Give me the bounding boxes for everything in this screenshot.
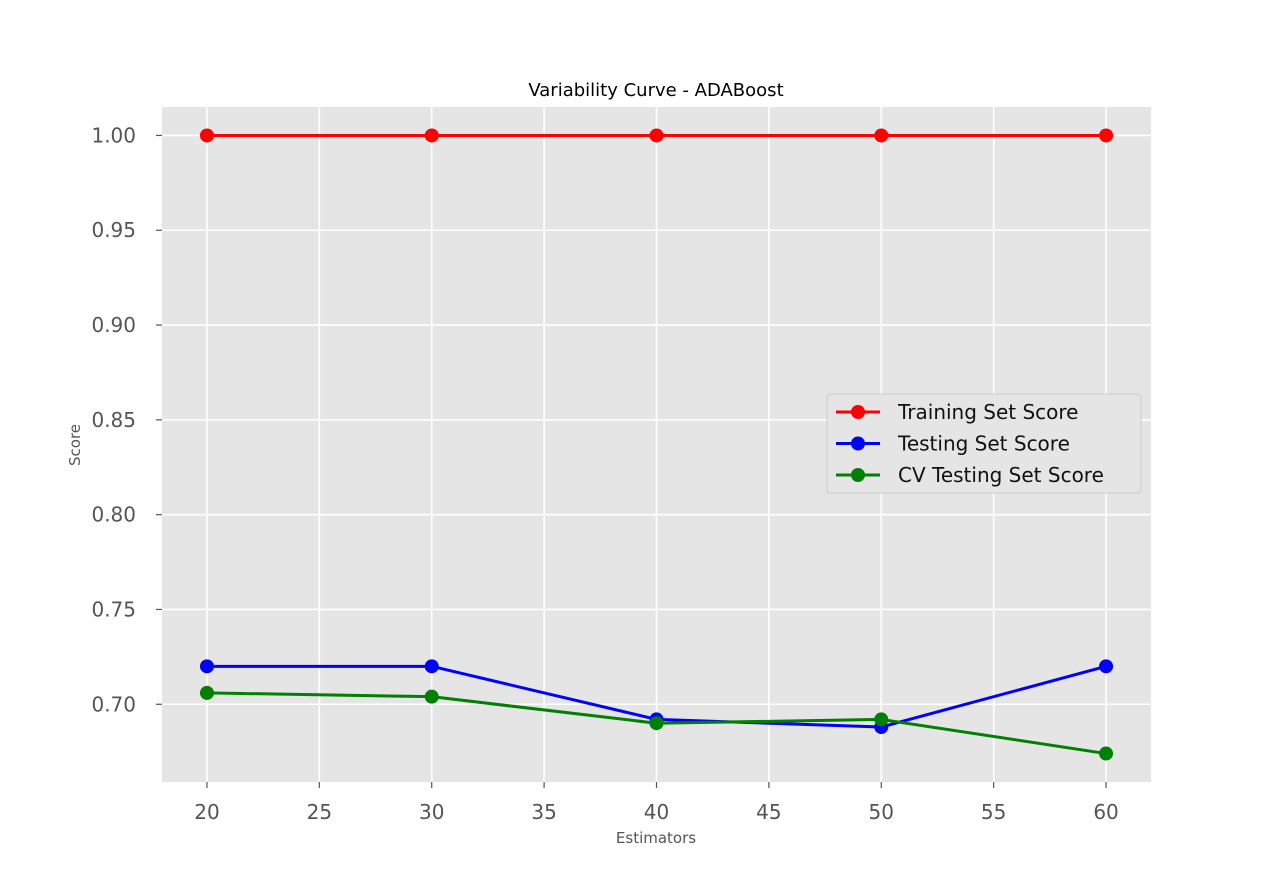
x-axis-label: Estimators xyxy=(616,829,696,847)
y-tick-label: 0.85 xyxy=(91,408,136,432)
legend-label: Training Set Score xyxy=(897,400,1079,424)
y-tick-label: 0.90 xyxy=(91,313,136,337)
data-point xyxy=(1099,746,1114,761)
y-axis-ticks: 0.70 0.75 0.80 0.85 0.90 0.95 1.00 xyxy=(91,123,162,716)
data-point xyxy=(1099,659,1114,674)
y-tick-label: 0.95 xyxy=(91,218,136,242)
chart-title: Variability Curve - ADABoost xyxy=(528,80,783,101)
x-tick-label: 25 xyxy=(307,800,332,824)
x-tick-label: 20 xyxy=(194,800,219,824)
series-1 xyxy=(199,128,1114,143)
x-tick-label: 40 xyxy=(644,800,669,824)
y-tick-label: 0.75 xyxy=(91,597,136,621)
data-point xyxy=(199,128,214,143)
series-3 xyxy=(199,685,1114,761)
x-tick-label: 50 xyxy=(869,800,894,824)
data-point xyxy=(874,712,889,727)
data-point xyxy=(199,685,214,700)
data-point xyxy=(649,716,664,731)
legend-item: CV Testing Set Score xyxy=(836,463,1104,487)
legend-swatch-marker xyxy=(851,405,865,419)
data-point xyxy=(874,128,889,143)
y-tick-label: 0.80 xyxy=(91,503,136,527)
grid-lines xyxy=(162,107,1151,782)
y-tick-label: 0.70 xyxy=(91,692,136,716)
x-tick-label: 35 xyxy=(531,800,556,824)
data-point xyxy=(424,128,439,143)
legend-label: CV Testing Set Score xyxy=(898,463,1104,487)
x-axis-ticks: 20 25 30 35 40 45 50 55 60 xyxy=(194,782,1119,824)
data-point xyxy=(199,659,214,674)
data-point xyxy=(649,128,664,143)
legend-swatch-marker xyxy=(851,436,865,451)
x-tick-label: 55 xyxy=(981,800,1006,824)
legend-label: Testing Set Score xyxy=(897,432,1070,456)
legend-box xyxy=(826,393,1142,494)
x-tick-label: 60 xyxy=(1093,800,1118,824)
y-axis-label: Score xyxy=(66,424,84,466)
y-tick-label: 1.00 xyxy=(91,123,136,147)
series-lines xyxy=(199,128,1114,761)
x-tick-label: 30 xyxy=(419,800,444,824)
data-point xyxy=(424,659,439,674)
data-point xyxy=(1099,128,1114,143)
legend: Training Set Score Testing Set Score CV Te… xyxy=(826,393,1142,494)
legend-item: Training Set Score xyxy=(836,400,1079,424)
data-point xyxy=(424,689,439,704)
legend-item: Testing Set Score xyxy=(836,432,1070,456)
legend-swatch-marker xyxy=(851,468,865,482)
x-tick-label: 45 xyxy=(756,800,781,824)
